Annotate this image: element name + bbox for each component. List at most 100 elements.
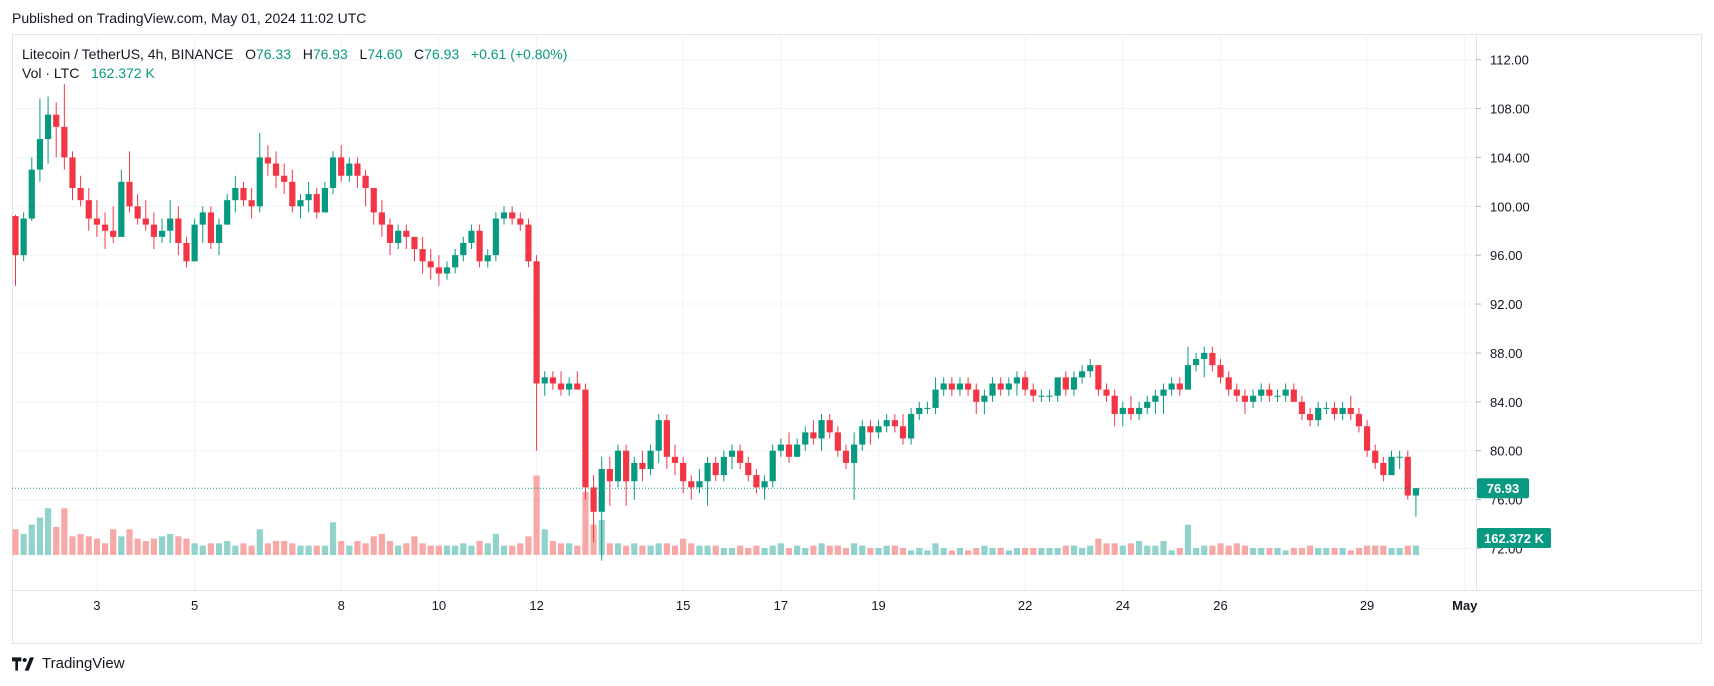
candle-body — [777, 444, 784, 451]
candle-body — [720, 456, 727, 476]
volume-bar — [965, 550, 972, 555]
low-value: 74.60 — [367, 46, 403, 62]
candle-body — [696, 481, 703, 488]
volume-bar — [118, 536, 125, 555]
volume-bar — [1404, 545, 1411, 555]
volume-bar — [777, 543, 784, 555]
candle-body — [386, 224, 394, 243]
volume-bar — [663, 543, 670, 555]
volume-bar — [688, 543, 695, 555]
volume-bar — [769, 545, 776, 555]
candle-body — [1054, 377, 1061, 396]
candle-body — [297, 200, 304, 207]
volume-bar — [175, 536, 182, 555]
candle-body — [1144, 401, 1151, 408]
candle-body — [321, 187, 328, 213]
candle-body — [232, 187, 239, 201]
volume-bar — [370, 536, 377, 555]
volume-bar — [378, 533, 385, 555]
candle-body — [1127, 407, 1135, 415]
volume-bar — [574, 545, 581, 555]
grid — [12, 34, 1476, 590]
candle-body — [411, 236, 418, 250]
volume-bar — [525, 536, 532, 555]
candle-body — [419, 249, 426, 262]
volume-bar — [696, 545, 703, 555]
volume-bar — [623, 545, 630, 555]
candle-body — [1355, 414, 1363, 427]
volume-label[interactable]: Vol · LTC — [22, 65, 80, 81]
close-value: 76.93 — [424, 46, 460, 62]
candlestick-chart[interactable]: 112.00 108.00 104.00 100.00 96.00 92.00 88.00 8… — [12, 34, 1702, 644]
candle-body — [557, 383, 565, 390]
candle-body — [785, 444, 793, 457]
volume-bar — [1144, 545, 1151, 555]
candle-body — [370, 187, 377, 213]
volume-bar — [940, 547, 947, 555]
volume-bar — [1388, 547, 1395, 555]
candle-body — [533, 261, 540, 384]
open-value: 76.33 — [255, 46, 292, 62]
candle-body — [1225, 377, 1232, 390]
volume-bar — [69, 536, 76, 555]
volume-bar — [1095, 538, 1102, 555]
symbol-legend: Litecoin / TetherUS, 4h, BINANCE O76.33 … — [22, 45, 567, 83]
volume-bar — [582, 491, 589, 555]
candle-body — [1372, 450, 1379, 463]
symbol-title[interactable]: Litecoin / TetherUS, 4h, BINANCE — [22, 46, 234, 62]
volume-bar — [1290, 547, 1297, 555]
volume-bar — [932, 543, 939, 555]
candle-body — [500, 212, 508, 219]
time-axis[interactable]: 3 5 8 10 12 15 17 19 22 24 26 29 May — [93, 598, 1478, 613]
volume-bar — [1087, 545, 1094, 555]
price-tick-label: 112.00 — [1490, 53, 1529, 68]
candle-body — [948, 383, 955, 390]
volume-bar — [452, 545, 459, 555]
tradingview-icon — [12, 656, 34, 671]
candle-body — [1046, 395, 1053, 397]
volume-bar — [1274, 547, 1281, 555]
candle-body — [1176, 383, 1183, 390]
candle-body — [842, 450, 850, 463]
volume-bar — [810, 545, 817, 555]
candle-body — [346, 163, 353, 176]
candle-body — [264, 157, 272, 164]
volume-bar — [1323, 547, 1330, 555]
volume-bar — [191, 543, 198, 555]
volume-bar — [329, 522, 337, 555]
volume-bar — [1258, 547, 1265, 555]
volume-bar — [77, 533, 84, 555]
volume-bar — [948, 550, 955, 555]
candle-body — [663, 420, 670, 457]
volume-bar — [1152, 545, 1159, 555]
published-note: Published on TradingView.com, May 01, 20… — [12, 10, 367, 26]
candle-body — [1168, 383, 1175, 390]
candle-body — [175, 218, 182, 243]
candle-body — [1380, 462, 1387, 476]
candle-body — [158, 230, 166, 237]
candle-body — [1209, 352, 1216, 366]
candle-body — [761, 481, 768, 488]
volume-bar — [745, 547, 752, 555]
candle-body — [118, 181, 125, 237]
time-tick-label: May — [1452, 598, 1478, 613]
volume-bar — [785, 547, 793, 555]
candle-body — [36, 139, 44, 170]
candle-body — [1095, 365, 1102, 390]
candle-body — [12, 216, 19, 256]
volume-bar — [61, 508, 68, 555]
volume-bar — [557, 543, 565, 555]
candle-body — [53, 114, 60, 127]
volume-bar — [199, 545, 206, 555]
candle-body — [834, 432, 841, 451]
volume-bar — [28, 524, 35, 555]
volume-bar — [1339, 547, 1346, 555]
candle-body — [582, 389, 589, 488]
candle-body — [509, 212, 516, 219]
volume-bar — [1372, 545, 1379, 555]
candle-body — [818, 420, 825, 439]
candle-body — [704, 462, 711, 482]
tradingview-logo[interactable]: TradingView — [12, 655, 125, 672]
candle-body — [1038, 395, 1045, 397]
candle-body — [443, 267, 451, 274]
